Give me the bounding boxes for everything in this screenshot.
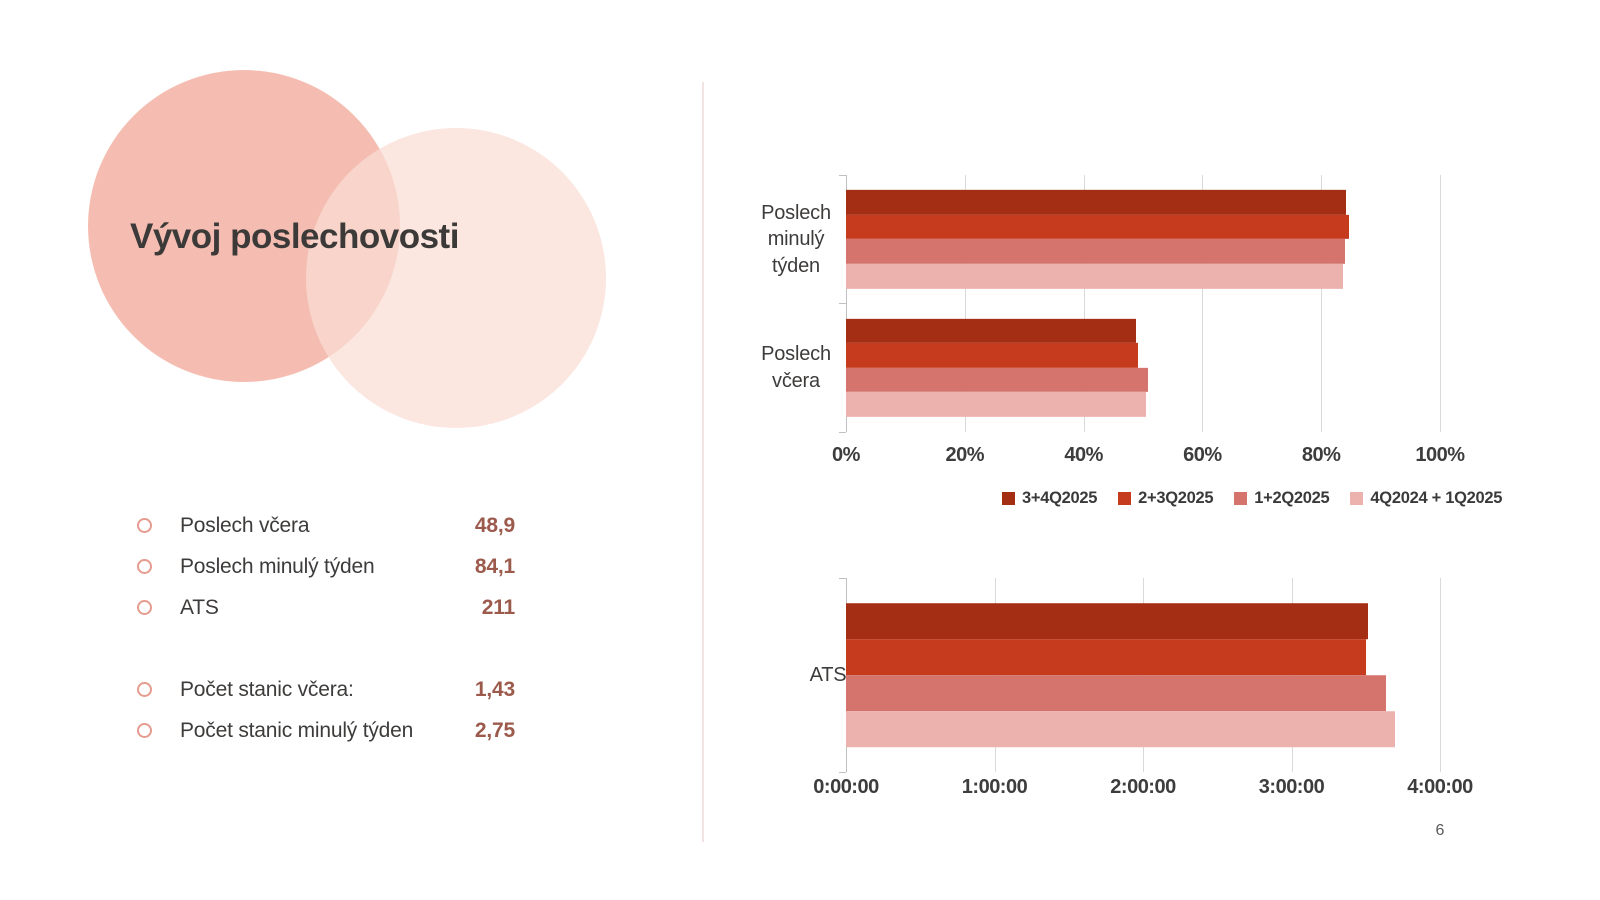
bar-3+4Q2025 (846, 603, 1369, 640)
stat-value: 48,9 (474, 513, 515, 537)
axis-tick (839, 771, 846, 773)
bar-4Q2024+1Q2025 (846, 392, 1146, 417)
stat-label: Poslech minulý týden (180, 554, 375, 578)
axis-tick (839, 431, 846, 433)
bar-1+2Q2025 (846, 367, 1148, 393)
x-tick-label: 1:00:00 (961, 776, 1028, 798)
decor-circle-right (306, 128, 606, 428)
gridline (1083, 175, 1085, 432)
chart-legend: 3+4Q2025 2+3Q2025 1+2Q2025 4Q2024 + 1Q2025 (1002, 489, 1502, 508)
stats-list: Poslech včera 48,9 Poslech minulý týden 84,… (137, 505, 515, 751)
gridline (964, 175, 966, 432)
chart2-category-labels: ATS (790, 578, 866, 772)
vertical-divider (702, 82, 704, 842)
legend-label: 4Q2024 + 1Q2025 (1370, 489, 1503, 507)
bar-group (846, 603, 1440, 747)
chart1-category-labels: Poslech minulý týden Poslech včera (740, 175, 852, 432)
bar-2+3Q2025 (846, 639, 1366, 676)
stat-label: Počet stanic minulý týden (180, 718, 414, 742)
x-tick-label: 0% (832, 444, 860, 466)
bar-2+3Q2025 (846, 343, 1139, 368)
category-band (846, 175, 1440, 304)
stat-row: Počet stanic včera: 1,43 (137, 669, 515, 710)
axis-tick (839, 174, 846, 176)
bar-1+2Q2025 (846, 239, 1345, 264)
gridline (1202, 175, 1204, 432)
x-tick-label: 4:00:00 (1407, 776, 1473, 798)
category-label: ATS (809, 663, 847, 686)
chart1-x-axis: 0% 20% 40% 60% 80% 100% (832, 444, 1465, 474)
legend-item: 3+4Q2025 (1002, 489, 1097, 508)
x-tick-label: 0:00:00 (813, 776, 879, 798)
bar-4Q2024+1Q2025 (846, 710, 1396, 747)
bar-2+3Q2025 (846, 214, 1349, 240)
stat-row: Poslech minulý týden 84,1 (137, 546, 515, 587)
legend-swatch-icon (1002, 492, 1015, 505)
legend-swatch-icon (1350, 492, 1364, 505)
chart2-x-axis: 0:00:00 1:00:00 2:00:00 3:00:00 4:00:00 (813, 776, 1473, 806)
x-tick-label: 2:00:00 (1110, 776, 1176, 798)
bar-3+4Q2025 (846, 190, 1346, 215)
stat-value: 211 (481, 595, 515, 619)
page-number: 6 (1435, 822, 1445, 839)
chart2-plot-area (839, 577, 1441, 773)
y-axis-line (846, 175, 847, 432)
x-tick-label: 60% (1183, 444, 1222, 466)
category-label: Poslech včera (761, 343, 831, 392)
bar-3+4Q2025 (846, 318, 1137, 344)
stat-value: 84,1 (474, 554, 515, 578)
x-tick-label: 80% (1301, 444, 1341, 466)
category-band (846, 304, 1440, 433)
bullet-circle-icon (137, 682, 152, 697)
legend-item: 2+3Q2025 (1118, 489, 1214, 508)
bar-group (846, 318, 1440, 417)
page-title: Vývoj poslechovosti (130, 217, 459, 257)
bullet-circle-icon (137, 559, 152, 574)
gridline (1440, 175, 1441, 432)
x-tick-label: 100% (1415, 444, 1465, 466)
x-tick-label: 20% (945, 444, 985, 466)
bar-1+2Q2025 (846, 675, 1386, 711)
chart1-plot-area (839, 174, 1441, 433)
stat-value: 1,43 (474, 677, 515, 701)
legend-swatch-icon (1234, 492, 1248, 505)
gridline (1321, 175, 1323, 432)
legend-swatch-icon (1118, 492, 1132, 505)
bar-group (846, 190, 1440, 289)
x-tick-label: 3:00:00 (1258, 776, 1325, 798)
bullet-circle-icon (137, 518, 152, 533)
stat-row: ATS 211 (137, 587, 515, 628)
stat-row: Poslech včera 48,9 (137, 505, 515, 546)
bullet-circle-icon (137, 723, 152, 738)
stat-label: Počet stanic včera: (180, 677, 354, 701)
axis-tick (839, 303, 846, 304)
gridline (1440, 578, 1441, 772)
legend-item: 4Q2024 + 1Q2025 (1350, 489, 1502, 508)
legend-item: 1+2Q2025 (1234, 489, 1330, 508)
category-label: Poslech minulý týden (761, 201, 831, 277)
bar-4Q2024+1Q2025 (846, 263, 1343, 289)
legend-label: 2+3Q2025 (1138, 489, 1214, 507)
category-band (846, 578, 1440, 772)
x-tick-label: 40% (1064, 444, 1103, 466)
stat-label: Poslech včera (180, 513, 310, 537)
legend-label: 1+2Q2025 (1254, 489, 1330, 507)
stat-row: Počet stanic minulý týden 2,75 (137, 710, 515, 751)
bullet-circle-icon (137, 600, 152, 615)
legend-label: 3+4Q2025 (1022, 489, 1098, 507)
axis-tick (839, 577, 846, 579)
stat-value: 2,75 (474, 718, 515, 742)
stat-label: ATS (180, 595, 219, 619)
